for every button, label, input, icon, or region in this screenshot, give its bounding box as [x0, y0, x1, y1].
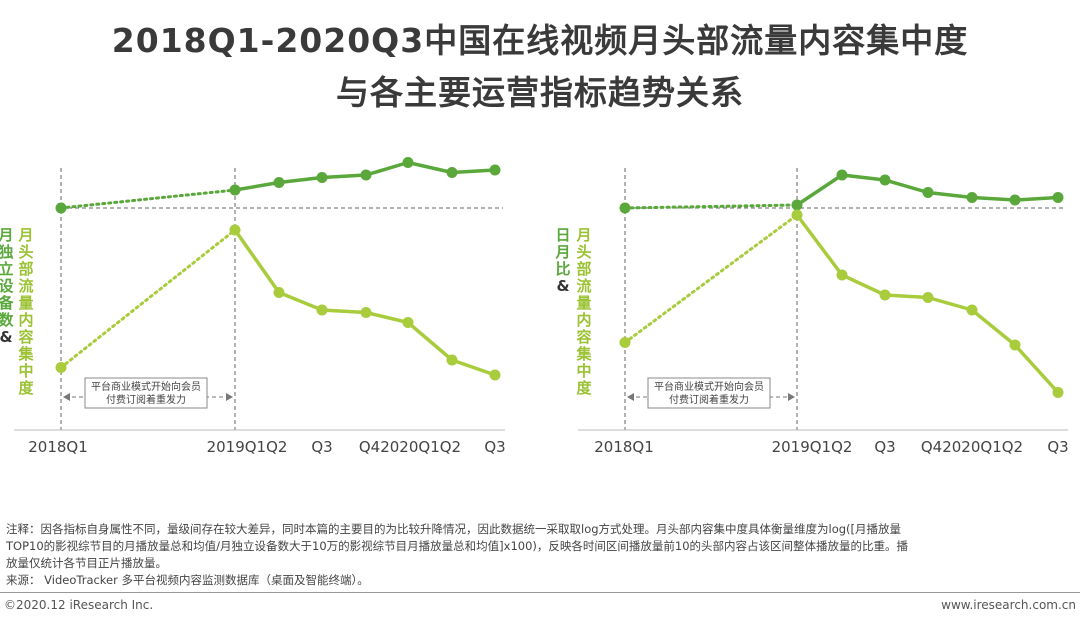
chart1-tick-label-4: Q42020Q1Q2: [359, 438, 461, 456]
chart1-series-1-point-4: [316, 172, 328, 183]
chart2-annotation-line-1: 平台商业模式开始向会员: [654, 380, 764, 393]
note-line-2: TOP10的影视综节目的月播放量总和均值/月独立设备数大于10万的影视综节目月播…: [6, 539, 909, 553]
chart1-ylabel-green-char-10: 度: [18, 379, 34, 397]
chart2-series-1-point-2: [791, 199, 803, 211]
chart2-ylabel-dark-char-2: 月: [554, 243, 570, 261]
note-line-3: 放量仅统计各节目正片播放量。: [6, 556, 167, 570]
chart2-ylabel-green-char-10: 度: [576, 379, 592, 397]
chart2-series-2-dotted: [623, 213, 799, 344]
chart1-ylabel-green-char-9: 中: [18, 362, 33, 380]
chart1-series-1-point-3: [273, 177, 285, 188]
chart1-ylabel-dark-char-7: &: [0, 328, 13, 346]
chart1-ylabel-green-char-7: 容: [17, 328, 33, 346]
chart1-ylabel-green-char-4: 流: [18, 277, 33, 295]
chart2-arrow-head-left: [627, 393, 634, 401]
chart1-annotation-line-2: 付费订阅着重发力: [106, 393, 186, 406]
chart2-series-2-point-8: [1052, 387, 1064, 398]
chart1-series-2-point-2: [229, 224, 241, 236]
chart1-series-1-point-7: [446, 167, 458, 178]
chart1-ylabel-green-char-6: 内: [18, 311, 33, 329]
chart2-ylabel-dark-char-1: 日: [555, 226, 570, 244]
chart1-ylabel-dark-char-5: 备: [0, 294, 14, 312]
page-subtitle: 与各主要运营指标趋势关系: [336, 73, 744, 112]
chart1-series-1-point-1: [55, 202, 67, 214]
chart1-series-1-point-8: [489, 164, 501, 176]
chart1-ylabel-green-char-8: 集: [17, 345, 34, 363]
chart1-ylabel-dark-char-4: 设: [0, 277, 14, 295]
chart2-series-2-line: [795, 213, 1060, 394]
chart1-series-1-dotted: [59, 188, 237, 210]
chart1-series-2-point-6: [402, 317, 414, 328]
chart2-series-2-point-2: [791, 209, 803, 221]
chart1-series-1-point-2: [229, 184, 241, 196]
chart2-series-1-point-8: [1052, 192, 1064, 203]
chart1-ylabel-dark-char-6: 数: [0, 311, 14, 329]
chart2-annotation-line-2: 付费订阅着重发力: [669, 393, 749, 406]
source-line: 来源： VideoTracker 多平台视频内容监测数据库（桌面及智能终端）。: [6, 573, 369, 587]
chart1-ylabel-green-char-2: 头: [18, 243, 33, 261]
chart1-annotation-line-1: 平台商业模式开始向会员: [91, 380, 201, 393]
chart2-series-2-point-7: [1009, 339, 1021, 351]
chart1-series-2-point-4: [316, 304, 328, 316]
chart1-series-1-point-5: [360, 169, 372, 181]
chart1-series-2-line: [233, 228, 496, 377]
site-url: www.iresearch.com.cn: [941, 598, 1076, 612]
chart2-ylabel-green-char-9: 中: [576, 362, 591, 380]
chart2-series-1-point-5: [922, 187, 934, 198]
chart1-series-2-point-8: [489, 369, 501, 381]
chart2-arrow-head-right: [788, 393, 795, 401]
chart1-arrow-head-left: [63, 393, 70, 401]
chart2-ylabel-green-char-7: 容: [575, 328, 591, 346]
chart1-arrow-head-right: [226, 393, 233, 401]
chart2-series-2-point-4: [879, 289, 891, 301]
chart2-ylabel-green-char-8: 集: [575, 345, 592, 363]
chart2-series-1-point-3: [836, 169, 848, 181]
chart2-annotation-box: [647, 377, 771, 409]
chart2-series-1-point-4: [879, 174, 891, 186]
chart1-annotation-box: [84, 377, 208, 409]
chart1-series-1-point-6: [402, 157, 414, 168]
chart2-ylabel-dark-char-4: &: [556, 277, 569, 295]
chart2-series-2-point-1: [619, 337, 631, 348]
chart2-tick-label-3: Q3: [874, 438, 895, 456]
chart2-series-1-point-1: [619, 202, 631, 214]
chart1-ylabel-green-char-5: 量: [18, 294, 33, 312]
chart1-ylabel-dark-char-3: 立: [0, 260, 14, 278]
chart1-series-2-point-1: [55, 362, 67, 373]
chart1-tick-label-3: Q3: [311, 438, 332, 456]
chart1-series-2-point-7: [446, 354, 458, 366]
chart2-ylabel-green-char-1: 月: [575, 226, 591, 244]
chart2-series-2-point-3: [836, 269, 848, 281]
chart1-tick-label-1: 2018Q1: [28, 438, 88, 456]
page-title: 2018Q1-2020Q3中国在线视频月头部流量内容集中度: [111, 21, 969, 60]
chart2-ylabel-green-char-2: 头: [576, 243, 591, 261]
chart1-tick-label-2: 2019Q1Q2: [207, 438, 288, 456]
chart1-ylabel-dark-char-2: 独: [0, 243, 14, 261]
chart2-series-2-point-6: [966, 304, 978, 316]
copyright: ©2020.12 iResearch Inc.: [4, 598, 154, 612]
chart1-ylabel-dark-char-1: 月: [0, 226, 14, 244]
chart2-series-1-point-7: [1009, 194, 1021, 206]
chart2-ylabel-dark-char-3: 比: [555, 260, 570, 278]
chart2-ylabel-green-char-6: 内: [576, 311, 591, 329]
chart2-tick-label-1: 2018Q1: [594, 438, 654, 456]
chart2-series-1-point-6: [966, 192, 978, 203]
footer-divider: [0, 592, 1080, 593]
chart2-tick-label-5: Q3: [1047, 438, 1068, 456]
chart1-series-2-dotted: [59, 228, 237, 369]
chart2-tick-label-4: Q42020Q1Q2: [921, 438, 1023, 456]
chart1-ylabel-green-char-3: 部: [18, 260, 33, 278]
chart1-ylabel-green-char-1: 月: [17, 226, 33, 244]
chart2-series-1-dotted: [623, 203, 799, 210]
chart2-ylabel-green-char-5: 量: [576, 294, 591, 312]
chart2-tick-label-2: 2019Q1Q2: [772, 438, 853, 456]
chart1-series-2-point-5: [360, 307, 372, 318]
chart2-ylabel-green-char-4: 流: [576, 277, 591, 295]
chart1-series-2-point-3: [273, 287, 285, 298]
chart2-ylabel-green-char-3: 部: [576, 260, 591, 278]
chart2-series-2-point-5: [922, 292, 934, 303]
chart1-tick-label-5: Q3: [484, 438, 505, 456]
note-line-1: 注释：因各指标自身属性不同，量级间存在较大差异，同时本篇的主要目的为比较升降情况…: [6, 522, 902, 536]
